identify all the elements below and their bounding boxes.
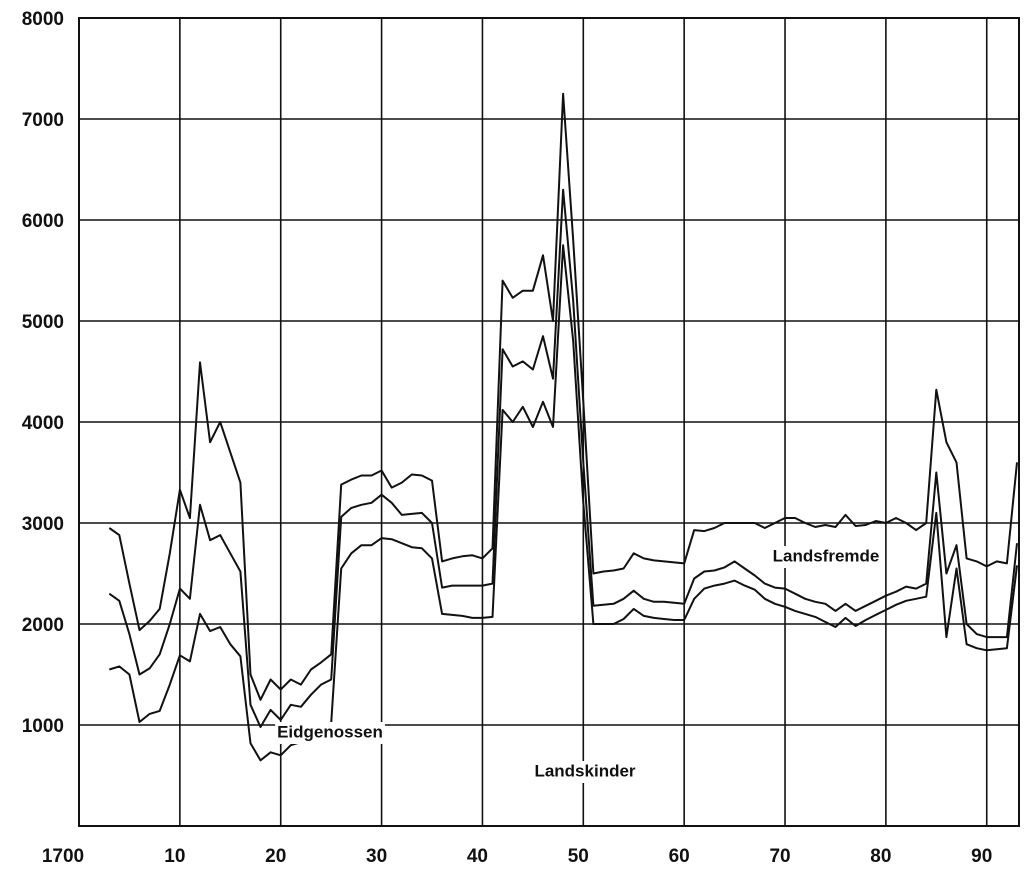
series-line (109, 244, 1018, 762)
series-line (108, 188, 1018, 728)
label-background (770, 546, 882, 568)
y-tick-label: 2000 (22, 615, 64, 636)
series-label: Eidgenossen (277, 722, 383, 741)
x-tick-label: 50 (568, 846, 589, 867)
y-tick-label: 8000 (22, 9, 64, 30)
x-tick-label: 1700 (42, 846, 84, 867)
x-tick-label: 80 (870, 846, 891, 867)
y-tick-label: 7000 (22, 110, 64, 131)
y-tick-label: 6000 (22, 211, 64, 232)
x-tick-label: 10 (164, 846, 185, 867)
x-tick-label: 90 (971, 846, 992, 867)
y-tick-label: 5000 (22, 312, 64, 333)
x-tick-label: 30 (366, 846, 387, 867)
y-tick-label: 1000 (22, 716, 64, 737)
x-tick-label: 20 (265, 846, 286, 867)
y-tick-label: 3000 (22, 514, 64, 535)
x-tick-label: 40 (467, 846, 488, 867)
x-tick-label: 70 (769, 846, 790, 867)
x-tick-label: 60 (669, 846, 690, 867)
series-line (108, 92, 1018, 701)
series-label: Landsfremde (773, 546, 880, 565)
label-background (532, 761, 638, 783)
label-background (275, 722, 385, 744)
y-tick-label: 4000 (22, 413, 64, 434)
series-label: Landskinder (534, 761, 635, 780)
